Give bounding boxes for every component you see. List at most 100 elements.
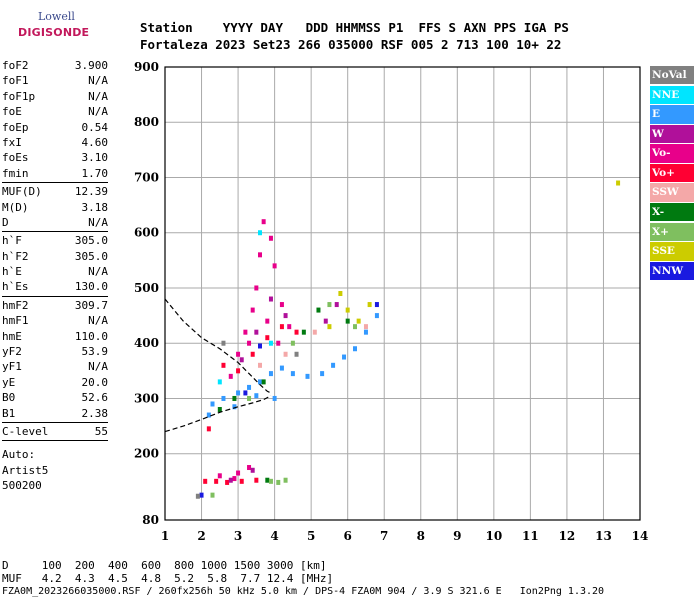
electron-density-profile	[164, 298, 272, 394]
param-name: h`E	[2, 265, 22, 279]
legend-item-x: X-	[650, 203, 694, 222]
param-row: foE N/A	[2, 104, 108, 119]
echo-point-x	[283, 477, 288, 483]
echo-point-sse	[616, 180, 621, 186]
param-separator	[2, 421, 108, 423]
legend-item-w: W	[650, 124, 694, 144]
legend-item-nne: NNE	[650, 85, 694, 104]
param-value: 3.10	[81, 151, 109, 165]
echo-point-vo	[250, 351, 255, 357]
plot-area	[164, 66, 641, 521]
echo-point-vo	[239, 478, 244, 484]
y-tick-label: 900	[134, 60, 159, 74]
x-tick-label: 1	[161, 529, 169, 543]
param-name: h`F	[2, 234, 22, 248]
echo-point-ssw	[312, 329, 317, 335]
echo-point-e	[279, 365, 284, 371]
param-value: 4.60	[81, 135, 109, 149]
param-name: fmin	[2, 166, 29, 180]
x-tick-label: 6	[344, 529, 352, 543]
echo-point-noval	[294, 351, 299, 357]
echo-point-vo	[258, 252, 262, 258]
y-tick-label: 300	[134, 391, 159, 405]
param-name: yF2	[2, 345, 22, 359]
param-row: yF1 N/A	[2, 359, 108, 374]
param-row: foF1 N/A	[2, 73, 108, 88]
echo-point-vo	[254, 285, 259, 291]
param-name: foF2	[2, 59, 29, 72]
echo-point-vo	[279, 302, 284, 308]
param-name: yF1	[2, 360, 22, 374]
echo-point-vo	[276, 340, 281, 346]
echo-point-vo	[250, 307, 255, 313]
x-tick-label: 8	[417, 529, 425, 543]
param-value: 309.7	[74, 298, 108, 312]
param-name: h`Es	[2, 280, 29, 294]
echo-point-noval	[195, 493, 200, 499]
param-name: MUF(D)	[2, 185, 42, 199]
echo-point-vo	[221, 362, 226, 368]
echo-point-sse	[356, 318, 361, 324]
footer-file-info: FZA0M_2023266035000.RSF / 260fx256h 50 k…	[2, 586, 605, 597]
echo-point-w	[334, 302, 339, 308]
x-tick-label: 12	[559, 529, 576, 543]
x-tick-label: 11	[522, 529, 539, 543]
echo-point-x	[210, 492, 215, 498]
echo-point-e	[236, 390, 241, 396]
param-name: h`F2	[2, 249, 29, 263]
param-name: D	[2, 215, 9, 229]
echo-point-noval	[221, 340, 226, 346]
y-tick-label: 200	[134, 447, 159, 461]
param-separator	[2, 231, 108, 233]
echo-point-x	[265, 477, 270, 483]
echo-point-e	[258, 379, 262, 385]
echo-point-w	[268, 296, 273, 302]
y-tick-label: 500	[134, 281, 159, 295]
x-tick-label: 2	[197, 529, 205, 543]
x-tick-label: 14	[632, 529, 649, 543]
y-tick-label: 800	[134, 115, 159, 129]
echo-point-nnw	[199, 492, 204, 498]
echo-point-w	[323, 318, 328, 324]
legend-item-nnw: NNW	[650, 261, 694, 281]
param-value: 2.38	[81, 406, 109, 420]
echo-point-vo	[236, 368, 241, 374]
logo-lowell-text: Lowell	[38, 10, 75, 23]
legend-item-sse: SSE	[650, 242, 694, 261]
param-name: foEs	[2, 151, 29, 165]
autoscaling-info: Auto: Artist5 500200	[2, 447, 108, 494]
param-row: D N/A	[2, 215, 108, 230]
param-name: hmF1	[2, 314, 29, 328]
param-row: h`E N/A	[2, 264, 108, 279]
param-row: B1 2.38	[2, 406, 108, 421]
param-row: h`Es 130.0	[2, 279, 108, 294]
param-row: MUF(D) 12.39	[2, 184, 108, 199]
echo-point-e	[320, 371, 325, 377]
x-tick-label: 13	[595, 529, 612, 543]
param-name: hmF2	[2, 298, 29, 312]
echo-point-x	[261, 379, 266, 385]
param-row: foEp 0.54	[2, 120, 108, 135]
echo-point-vo	[294, 329, 299, 335]
param-separator	[2, 440, 108, 442]
param-value: N/A	[88, 360, 108, 374]
echo-point-vo	[287, 324, 292, 330]
echo-point-ssw	[363, 324, 368, 330]
param-value: N/A	[88, 105, 108, 119]
param-value: 20.0	[81, 375, 109, 389]
echo-point-w	[228, 477, 233, 483]
param-value: N/A	[88, 89, 108, 103]
echo-point-ssw	[258, 362, 262, 368]
echo-point-vo	[232, 476, 237, 482]
param-row: B0 52.6	[2, 390, 108, 405]
scaled-parameters-panel: foF2 3.900 foF1 N/A foF1p N/A foE N/A foEp 0.54 fx…	[2, 58, 108, 494]
echo-point-e	[210, 401, 215, 407]
x-tick-label: 9	[453, 529, 461, 543]
echo-point-e	[254, 393, 259, 399]
header-labels: Station YYYY DAY DDD HHMMSS P1 FFS S AXN…	[140, 20, 569, 35]
digisonde-logo: Lowell DIGISONDE	[6, 6, 89, 40]
param-separator	[2, 182, 108, 184]
param-row: C-level 55	[2, 424, 108, 439]
echo-point-x	[316, 307, 321, 313]
